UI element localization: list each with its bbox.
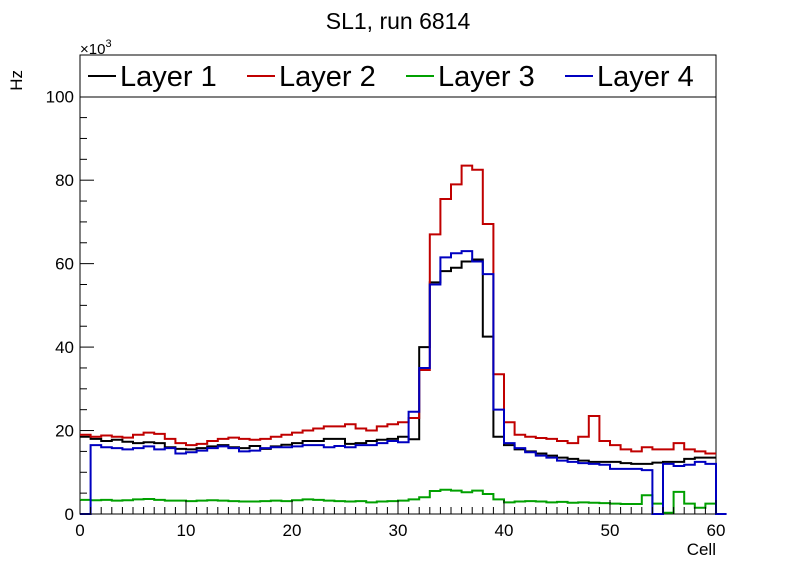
axes: 0 10 20 30 40 50 60 0 20 40 60 80 100 [46,54,726,540]
legend-label-layer-2: Layer 2 [279,61,376,93]
y-axis-multiplier: ×103 [80,38,112,58]
x-tick-label: 40 [495,521,514,540]
y-tick-label: 80 [55,171,74,190]
x-tick-label: 50 [601,521,620,540]
y-multiplier-base: ×10 [80,41,105,58]
x-tick-label: 30 [389,521,408,540]
y-axis-title: Hz [7,70,26,91]
y-tick-label: 20 [55,422,74,441]
series-line-layer-1 [80,258,716,465]
y-multiplier-exponent: 3 [105,38,111,50]
y-tick-label: 40 [55,338,74,357]
legend: Layer 1 Layer 2 Layer 3 Layer 4 [79,54,717,98]
x-axis-title: Cell [687,540,716,559]
x-tick-label: 20 [283,521,302,540]
chart-title: SL1, run 6814 [326,8,471,34]
legend-label-layer-1: Layer 1 [120,61,217,93]
series-line-layer-4 [80,250,727,515]
legend-label-layer-3: Layer 3 [438,61,535,93]
y-tick-label: 60 [55,255,74,274]
x-tick-label: 10 [177,521,196,540]
series-group [80,164,727,515]
series-line-layer-2 [80,164,716,455]
y-tick-label: 0 [65,505,74,524]
y-tick-label: 100 [46,88,74,107]
legend-label-layer-4: Layer 4 [597,61,694,93]
x-tick-label: 60 [707,521,726,540]
legend-box [79,54,717,98]
x-tick-label: 0 [75,521,84,540]
